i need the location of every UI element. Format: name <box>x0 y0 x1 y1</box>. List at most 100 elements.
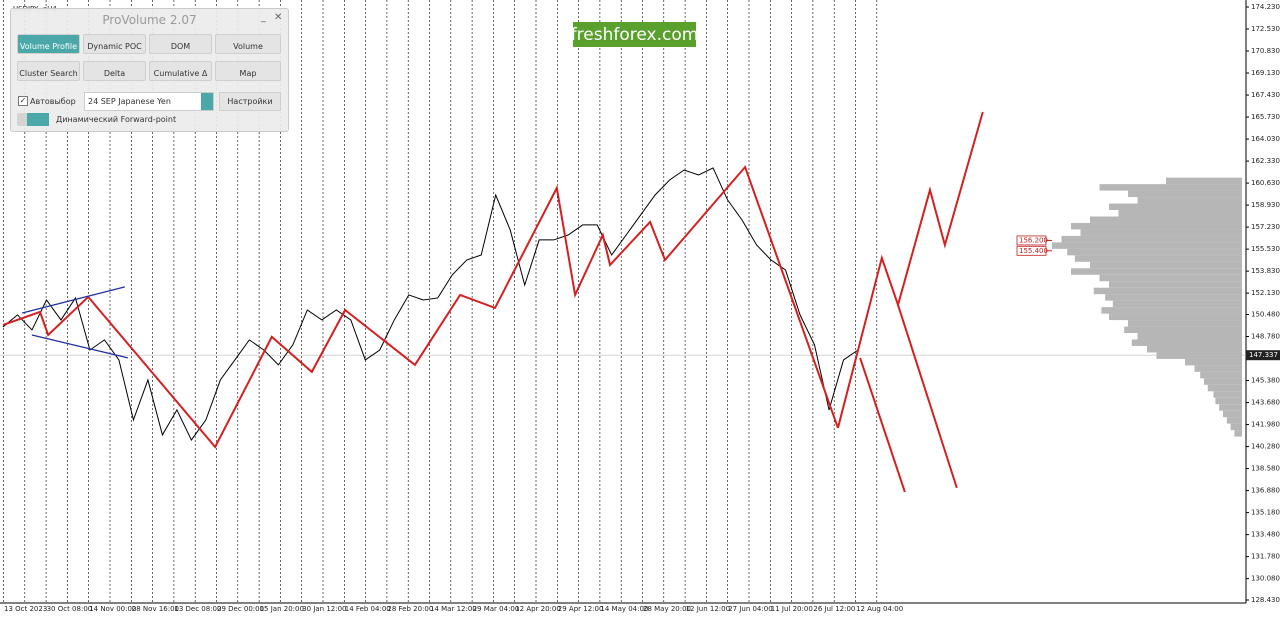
volume-bar <box>1128 320 1242 327</box>
minimize-button[interactable]: _ <box>261 12 266 23</box>
y-tick-label: 145.380 <box>1251 377 1280 385</box>
y-tick-label: 131.780 <box>1251 553 1280 561</box>
x-tick-label: 14 May 04:00 <box>600 605 648 613</box>
volume-bar <box>1090 216 1242 223</box>
y-tick-label: 170.830 <box>1251 47 1280 55</box>
close-button[interactable]: ✕ <box>274 12 283 23</box>
volume-bar <box>1074 255 1242 262</box>
trend-line <box>22 286 125 314</box>
volume-bar <box>1213 391 1242 398</box>
volume-bar <box>1185 358 1242 366</box>
instrument-label: 24 SEP Japanese Yen <box>88 97 171 106</box>
volume-bar <box>1137 333 1242 340</box>
volume-bar <box>1067 248 1242 256</box>
x-tick-label: 12 Aug 04:00 <box>856 605 903 613</box>
volume-bar <box>1109 313 1242 321</box>
y-tick-label: 174.230 <box>1251 3 1280 11</box>
volume-bar <box>1099 274 1242 282</box>
x-tick-label: 29 Apr 12:00 <box>558 605 604 613</box>
volume-bar <box>1215 397 1242 405</box>
y-tick-label: 153.830 <box>1251 267 1280 275</box>
volume-bar <box>1207 384 1242 392</box>
y-tick-label: 150.480 <box>1251 311 1280 319</box>
x-tick-label: 13 Dec 08:00 <box>174 605 221 613</box>
panel-button[interactable]: Cluster Search <box>17 61 80 81</box>
y-tick-label: 172.530 <box>1251 25 1280 33</box>
volume-bar <box>1080 229 1242 236</box>
auto-select-label: Автовыбор <box>30 96 76 106</box>
volume-bar <box>1137 197 1242 204</box>
y-tick-label: 140.280 <box>1251 443 1280 451</box>
provolume-panel: ProVolume 2.07 ✕ _ Volume Profile Dynami… <box>10 8 289 132</box>
volume-bar <box>1230 423 1242 431</box>
y-tick-label: 169.130 <box>1251 69 1280 77</box>
trend-line <box>2 165 839 449</box>
volume-bar <box>1099 184 1242 191</box>
current-price-label: 147.337 <box>1249 351 1278 359</box>
trend-line <box>859 357 906 493</box>
panel-button[interactable]: Map <box>215 61 281 81</box>
volume-bar <box>1109 281 1242 288</box>
panel-button[interactable]: Volume Profile <box>17 34 80 54</box>
current-price-box <box>1246 350 1280 361</box>
volume-bar <box>1219 404 1242 411</box>
x-tick-label: 14 Feb 04:00 <box>345 605 391 613</box>
panel-button[interactable]: DOM <box>149 34 212 54</box>
y-tick-label: 143.680 <box>1251 399 1280 407</box>
x-tick-label: 11 Jul 20:00 <box>771 605 813 613</box>
x-tick-label: 28 Nov 16:00 <box>132 605 179 613</box>
volume-bar <box>1071 268 1242 275</box>
y-tick-label: 165.730 <box>1251 113 1280 121</box>
y-tick-label: 136.880 <box>1251 487 1280 495</box>
y-tick-label: 130.080 <box>1251 575 1280 583</box>
volume-bar <box>1105 294 1242 301</box>
instrument-select[interactable]: 24 SEP Japanese Yen <box>84 92 214 111</box>
x-tick-label: 30 Oct 08:00 <box>47 605 93 613</box>
y-tick-label: 148.780 <box>1251 333 1280 341</box>
x-tick-label: 13 Oct 2023 <box>4 605 47 613</box>
volume-bar <box>1052 242 1242 249</box>
level-box <box>1016 235 1047 246</box>
y-tick-label: 152.130 <box>1251 289 1280 297</box>
volume-bar <box>1109 203 1242 211</box>
y-tick-label: 164.030 <box>1251 135 1280 143</box>
y-tick-label: 167.430 <box>1251 91 1280 99</box>
x-tick-label: 29 Mar 04:00 <box>473 605 520 613</box>
trend-line <box>897 304 958 489</box>
y-tick-label: 155.530 <box>1251 245 1280 253</box>
panel-button[interactable]: Volume <box>215 34 281 54</box>
level-label: 156.200 <box>1019 236 1048 244</box>
y-tick-label: 135.180 <box>1251 509 1280 517</box>
x-tick-label: 28 Feb 20:00 <box>387 605 433 613</box>
forward-label: Динамический Forward-point <box>56 115 177 124</box>
x-tick-label: 12 Apr 20:00 <box>515 605 561 613</box>
x-tick-label: 30 Jan 12:00 <box>302 605 346 613</box>
x-tick-label: 27 Jun 04:00 <box>728 605 772 613</box>
volume-bar <box>1156 352 1242 359</box>
volume-bar <box>1128 190 1242 198</box>
volume-bar <box>1226 417 1242 424</box>
settings-button[interactable]: Настройки <box>219 92 281 111</box>
auto-select[interactable]: ✓ Автовыбор <box>18 96 76 106</box>
trend-line <box>31 334 128 359</box>
volume-bar <box>1124 326 1242 334</box>
y-tick-label: 138.580 <box>1251 465 1280 473</box>
panel-button[interactable]: Delta <box>83 61 146 81</box>
volume-bar <box>1234 430 1242 437</box>
price-line <box>2 167 859 441</box>
volume-bar <box>1061 235 1242 243</box>
x-tick-label: 26 Jul 12:00 <box>813 605 855 613</box>
forward-toggle[interactable] <box>17 113 49 126</box>
panel-button[interactable]: Cumulative Δ <box>149 61 212 81</box>
volume-bar <box>1131 339 1242 346</box>
volume-bar <box>1118 210 1242 217</box>
volume-bar <box>1112 300 1242 308</box>
volume-bar <box>1090 261 1242 269</box>
panel-button[interactable]: Dynamic POC <box>83 34 146 54</box>
volume-bar <box>1200 371 1242 379</box>
y-tick-label: 162.330 <box>1251 157 1280 165</box>
x-tick-label: 14 Nov 00:00 <box>89 605 136 613</box>
volume-bar <box>1071 222 1242 230</box>
y-tick-label: 158.930 <box>1251 201 1280 209</box>
